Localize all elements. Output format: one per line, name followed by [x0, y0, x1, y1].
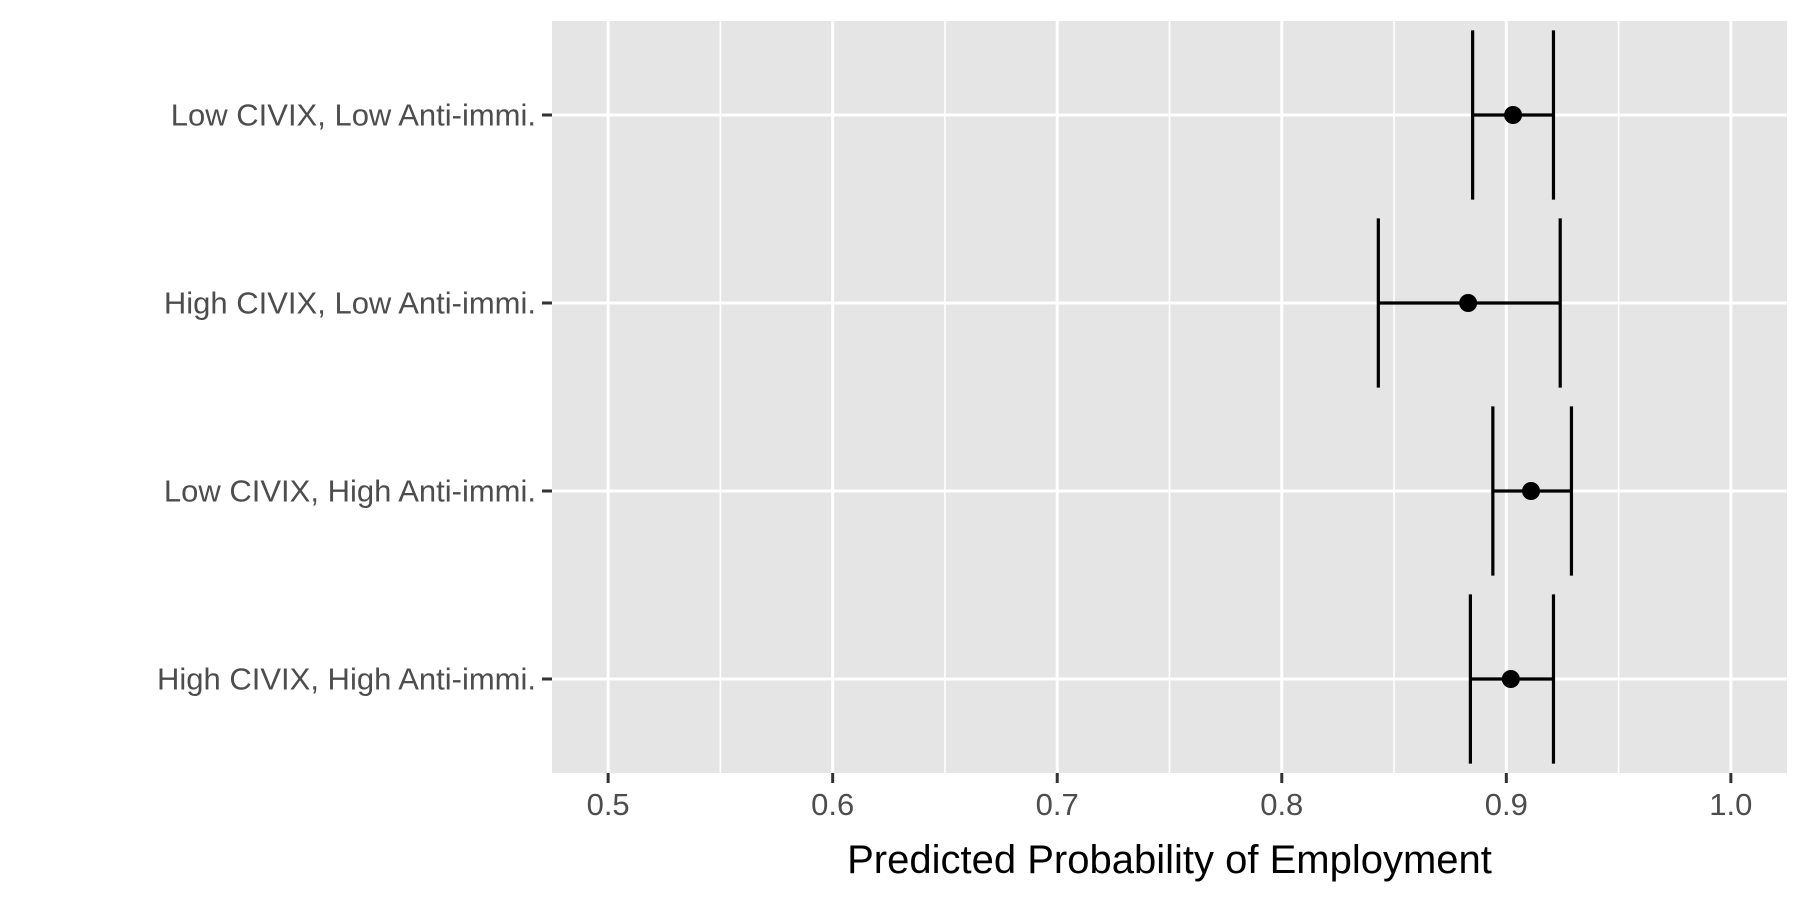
x-tick-label: 0.6 [811, 787, 854, 822]
x-axis: 0.5 0.6 0.7 0.8 0.9 1.0 [587, 773, 1752, 822]
x-tick-label: 0.8 [1260, 787, 1303, 822]
x-tick-label: 0.5 [587, 787, 630, 822]
y-tick-label: High CIVIX, High Anti-immi. [157, 662, 536, 697]
y-axis: Low CIVIX, Low Anti-immi. High CIVIX, Low… [157, 98, 552, 697]
estimate-point [1501, 670, 1520, 688]
estimate-point [1504, 106, 1523, 124]
estimate-point [1522, 482, 1541, 500]
x-tick-label: 1.0 [1709, 787, 1752, 822]
data-marks [1376, 30, 1574, 764]
y-tick-label: High CIVIX, Low Anti-immi. [164, 286, 536, 321]
y-tick-label: Low CIVIX, High Anti-immi. [164, 474, 536, 509]
x-tick-label: 0.7 [1036, 787, 1079, 822]
x-tick-label: 0.9 [1485, 787, 1528, 822]
estimate-point [1459, 294, 1478, 312]
x-axis-title: Predicted Probability of Employment [847, 838, 1492, 882]
minor-gridlines [719, 21, 1620, 773]
major-gridlines [552, 21, 1787, 773]
y-tick-label: Low CIVIX, Low Anti-immi. [171, 98, 536, 133]
